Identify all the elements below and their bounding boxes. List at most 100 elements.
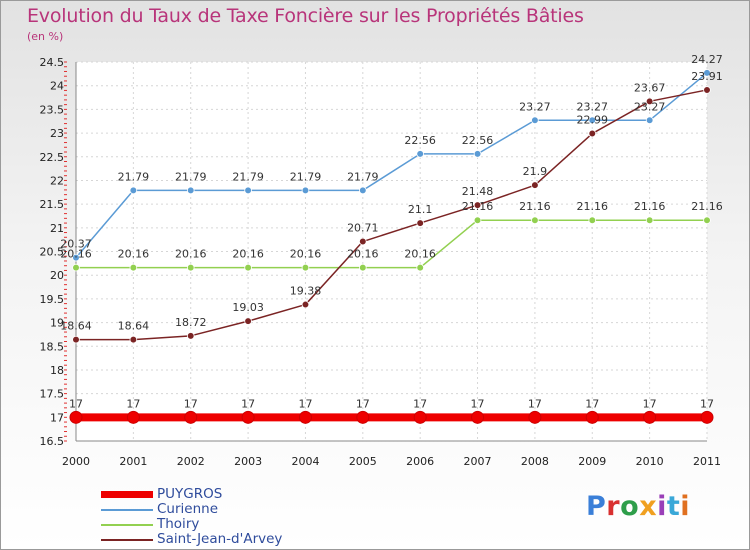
data-label-curienne: 20.37 bbox=[60, 238, 92, 251]
legend-label-curienne: Curienne bbox=[157, 501, 219, 517]
data-label-thoiry: 21.16 bbox=[462, 200, 494, 213]
point-thoiry bbox=[244, 263, 252, 272]
point-saint-jean-d-arvey bbox=[416, 219, 424, 227]
y-tick-label: 18.5 bbox=[40, 340, 65, 353]
data-label-puygros: 17 bbox=[700, 397, 714, 410]
point-puygros bbox=[356, 410, 370, 424]
data-label-thoiry: 20.16 bbox=[347, 248, 379, 261]
data-label-puygros: 17 bbox=[241, 397, 255, 410]
data-label-curienne: 21.79 bbox=[290, 170, 322, 183]
logo-letter: x bbox=[639, 491, 658, 522]
x-tick-label: 2001 bbox=[119, 455, 147, 468]
data-label-puygros: 17 bbox=[356, 397, 370, 410]
logo-letter: i bbox=[680, 491, 691, 522]
point-curienne bbox=[359, 186, 367, 195]
data-label-curienne: 23.27 bbox=[519, 100, 551, 113]
legend-swatch-saint-jean-d-arvey bbox=[101, 539, 153, 541]
data-label-puygros: 17 bbox=[126, 397, 140, 410]
proxiti-logo: Proxiti bbox=[586, 491, 690, 522]
data-labels: 17 17 17 17 17 17 17 17 17 17 17 17 20.37 21.79 21.79 2… bbox=[60, 53, 723, 410]
series-line-curienne bbox=[75, 72, 708, 259]
point-curienne bbox=[186, 186, 195, 195]
data-label-thoiry: 21.16 bbox=[577, 200, 609, 213]
y-tick-label: 17 bbox=[50, 411, 64, 424]
logo-letter: P bbox=[586, 491, 607, 522]
y-tick-label: 21 bbox=[50, 222, 64, 235]
point-puygros bbox=[528, 410, 542, 424]
x-tick-label: 2011 bbox=[693, 455, 721, 468]
y-tick-label: 16.5 bbox=[40, 435, 65, 448]
data-label-curienne: 21.79 bbox=[175, 170, 207, 183]
y-tick-label: 20 bbox=[50, 269, 64, 282]
logo-letter: i bbox=[657, 491, 667, 522]
legend-item-saint-jean-d-arvey: Saint-Jean-d'Arvey bbox=[101, 531, 401, 547]
point-thoiry bbox=[72, 263, 80, 272]
grid bbox=[75, 61, 708, 442]
legend-label-thoiry: Thoiry bbox=[157, 516, 200, 532]
data-label-curienne: 21.79 bbox=[232, 170, 264, 183]
point-saint-jean-d-arvey bbox=[186, 332, 195, 340]
y-tick-label: 21.5 bbox=[40, 198, 65, 211]
point-curienne bbox=[244, 186, 252, 195]
point-saint-jean-d-arvey bbox=[645, 97, 654, 106]
data-label-puygros: 17 bbox=[471, 397, 485, 410]
point-thoiry bbox=[531, 216, 539, 225]
logo-letter: o bbox=[620, 491, 640, 522]
data-label-saint-jean-d-arvey: 18.64 bbox=[60, 320, 92, 333]
point-saint-jean-d-arvey bbox=[129, 335, 138, 344]
point-curienne bbox=[301, 186, 310, 195]
data-label-thoiry: 21.16 bbox=[691, 200, 723, 213]
data-label-saint-jean-d-arvey: 20.71 bbox=[347, 222, 379, 235]
point-curienne bbox=[703, 69, 711, 77]
data-label-puygros: 17 bbox=[69, 397, 83, 410]
point-puygros bbox=[126, 410, 140, 424]
point-curienne bbox=[645, 116, 654, 125]
data-label-curienne: 23.27 bbox=[634, 100, 666, 113]
data-label-puygros: 17 bbox=[585, 397, 599, 410]
data-label-saint-jean-d-arvey: 23.67 bbox=[634, 81, 666, 94]
y-tick-label: 17.5 bbox=[40, 388, 65, 401]
point-saint-jean-d-arvey bbox=[301, 300, 310, 309]
point-puygros bbox=[585, 410, 599, 424]
point-saint-jean-d-arvey bbox=[473, 201, 482, 209]
data-label-puygros: 17 bbox=[184, 397, 198, 410]
x-tick-label: 2010 bbox=[636, 455, 664, 468]
point-saint-jean-d-arvey bbox=[244, 317, 252, 325]
data-label-thoiry: 20.16 bbox=[175, 248, 207, 261]
point-thoiry bbox=[703, 216, 711, 225]
data-label-thoiry: 20.16 bbox=[290, 248, 322, 261]
data-label-puygros: 17 bbox=[643, 397, 657, 410]
data-label-thoiry: 21.16 bbox=[634, 200, 666, 213]
data-label-saint-jean-d-arvey: 19.38 bbox=[290, 285, 322, 298]
y-tick-label: 23 bbox=[50, 127, 64, 140]
data-label-saint-jean-d-arvey: 23.91 bbox=[691, 70, 723, 83]
point-thoiry bbox=[416, 263, 424, 272]
point-thoiry bbox=[645, 216, 654, 225]
x-tick-label: 2000 bbox=[62, 455, 90, 468]
data-label-saint-jean-d-arvey: 18.64 bbox=[118, 320, 150, 333]
series-line-thoiry bbox=[76, 219, 707, 269]
point-curienne bbox=[473, 150, 482, 158]
point-puygros bbox=[241, 410, 255, 424]
legend-swatch-thoiry bbox=[101, 524, 153, 526]
data-label-puygros: 17 bbox=[413, 397, 427, 410]
data-label-saint-jean-d-arvey: 22.99 bbox=[577, 114, 609, 127]
legend-item-curienne: Curienne bbox=[101, 501, 401, 517]
y-tick-label: 19.5 bbox=[40, 293, 65, 306]
point-saint-jean-d-arvey bbox=[359, 237, 367, 246]
x-tick-label: 2005 bbox=[349, 455, 377, 468]
data-label-curienne: 22.56 bbox=[404, 134, 436, 147]
legend-label-saint-jean-d-arvey: Saint-Jean-d'Arvey bbox=[157, 531, 283, 547]
unit-label: (en %) bbox=[27, 30, 64, 43]
x-tick-label: 2008 bbox=[521, 455, 549, 468]
data-label-saint-jean-d-arvey: 19.03 bbox=[232, 301, 264, 314]
point-thoiry bbox=[301, 263, 310, 272]
data-label-thoiry: 20.16 bbox=[404, 248, 436, 261]
data-label-curienne: 24.27 bbox=[691, 53, 723, 66]
x-tick-label: 2003 bbox=[234, 455, 262, 468]
x-tick-label: 2004 bbox=[291, 455, 319, 468]
data-label-puygros: 17 bbox=[298, 397, 312, 410]
y-tick-label: 24.5 bbox=[40, 56, 65, 69]
